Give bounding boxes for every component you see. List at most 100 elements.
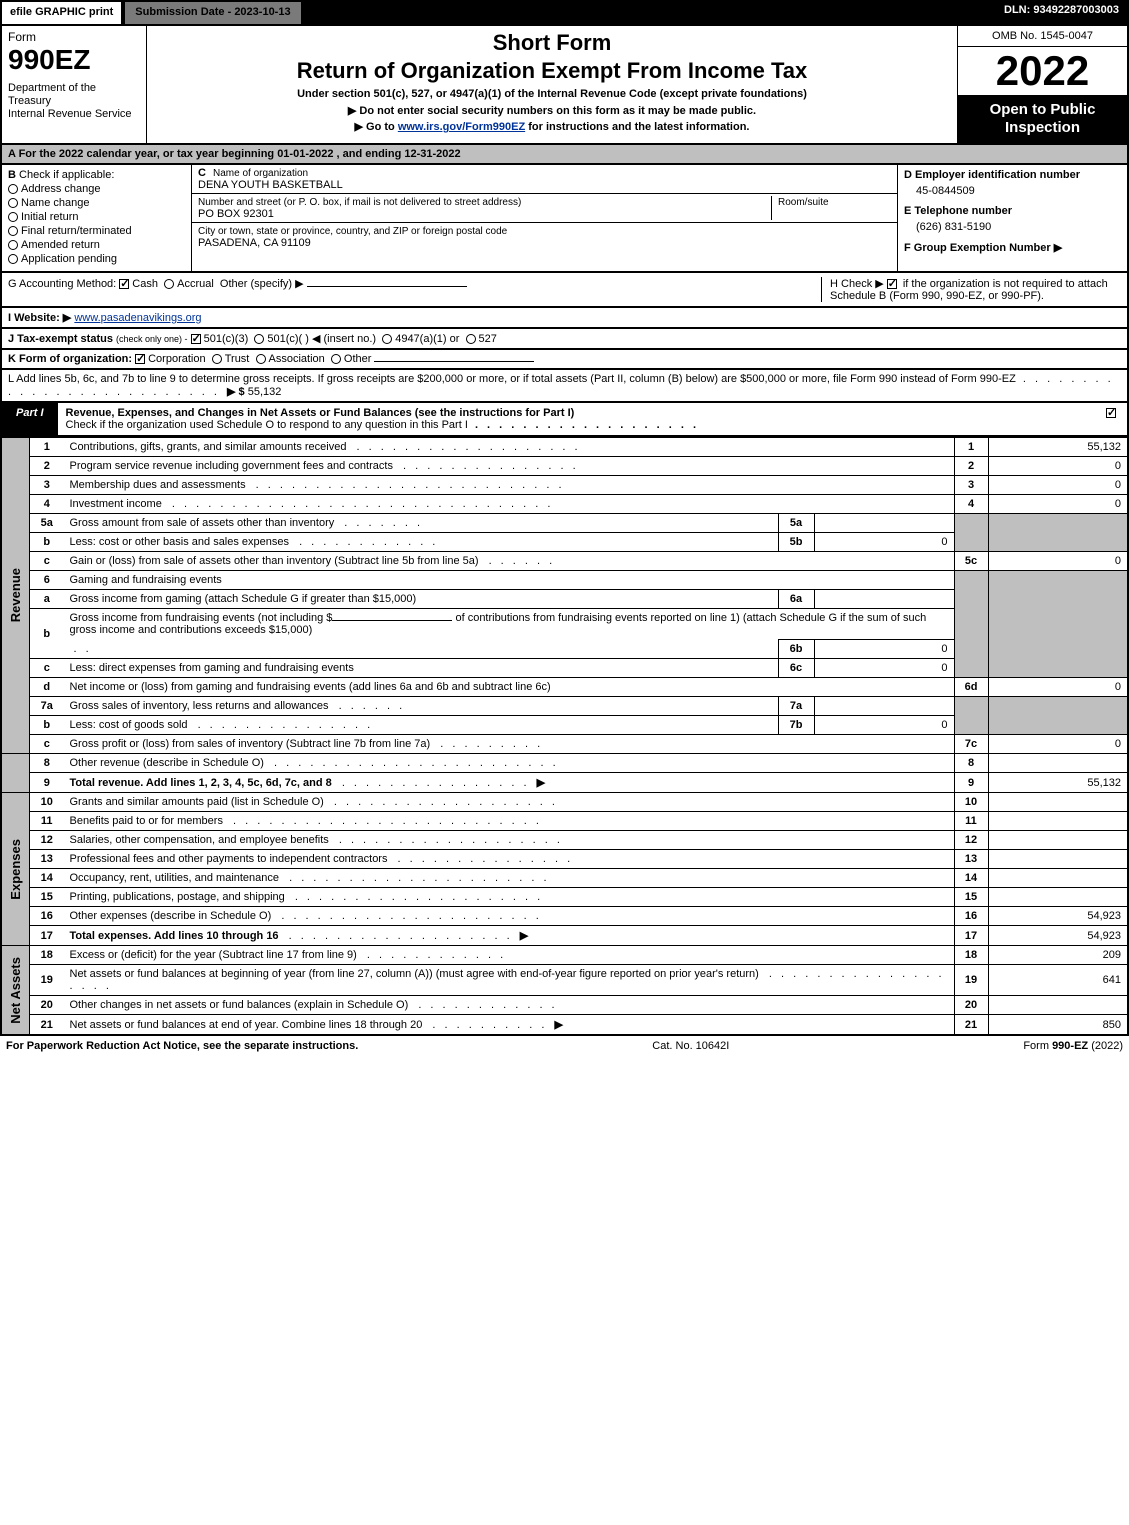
l13-desc: Professional fees and other payments to …	[70, 853, 388, 865]
l7b-num: b	[30, 716, 64, 735]
irs-link[interactable]: www.irs.gov/Form990EZ	[398, 121, 525, 133]
l6a-desc: Gross income from gaming (attach Schedul…	[70, 593, 417, 605]
l18-ln: 18	[954, 946, 988, 965]
chk-other-org[interactable]	[331, 354, 341, 364]
org-name: DENA YOUTH BASKETBALL	[198, 179, 343, 191]
l14-ln: 14	[954, 869, 988, 888]
info-block: B Check if applicable: Address change Na…	[0, 165, 1129, 273]
c-city-label: City or town, state or province, country…	[198, 226, 507, 237]
l6c-sn: 6c	[778, 659, 814, 678]
l20-desc: Other changes in net assets or fund bala…	[70, 999, 409, 1011]
row-i: I Website: ▶ www.pasadenavikings.org	[0, 308, 1129, 329]
form-header: Form 990EZ Department of the Treasury In…	[0, 26, 1129, 145]
chk-name-change[interactable]: Name change	[8, 197, 185, 209]
l11-num: 11	[30, 812, 64, 831]
revenue-sidelabel: Revenue	[8, 568, 23, 622]
l6d-desc: Net income or (loss) from gaming and fun…	[70, 681, 551, 693]
l10-ln: 10	[954, 793, 988, 812]
l19-ln: 19	[954, 965, 988, 996]
f-arrow: ▶	[1054, 242, 1062, 254]
l20-num: 20	[30, 996, 64, 1015]
l5c-num: c	[30, 552, 64, 571]
l6c-num: c	[30, 659, 64, 678]
l6b-sv: 0	[814, 640, 954, 659]
j-sub: (check only one) -	[116, 334, 188, 344]
l9-amt: 55,132	[988, 773, 1128, 793]
b-label: B	[8, 169, 16, 181]
l12-ln: 12	[954, 831, 988, 850]
chk-initial-return[interactable]: Initial return	[8, 211, 185, 223]
row-l: L Add lines 5b, 6c, and 7b to line 9 to …	[0, 370, 1129, 403]
chk-501c[interactable]	[254, 334, 264, 344]
chk-527[interactable]	[466, 334, 476, 344]
h-label: H	[830, 278, 838, 290]
c-name-label: Name of organization	[213, 168, 308, 179]
efile-print-button[interactable]: efile GRAPHIC print	[0, 0, 123, 26]
ssn-warning: ▶ Do not enter social security numbers o…	[155, 104, 949, 117]
tax-year: 2022	[958, 47, 1127, 95]
j-label: J Tax-exempt status	[8, 333, 113, 345]
l-text: L Add lines 5b, 6c, and 7b to line 9 to …	[8, 373, 1016, 385]
l8-amt	[988, 754, 1128, 773]
l15-amt	[988, 888, 1128, 907]
l12-num: 12	[30, 831, 64, 850]
chk-4947[interactable]	[382, 334, 392, 344]
l5c-desc: Gain or (loss) from sale of assets other…	[70, 555, 479, 567]
l6b-sn: 6b	[778, 640, 814, 659]
l17-ln: 17	[954, 926, 988, 946]
l3-ln: 3	[954, 476, 988, 495]
chk-assoc[interactable]	[256, 354, 266, 364]
chk-trust[interactable]	[212, 354, 222, 364]
l5b-sv: 0	[814, 533, 954, 552]
netassets-sidelabel: Net Assets	[8, 957, 23, 1024]
c-addr-label: Number and street (or P. O. box, if mail…	[198, 197, 521, 208]
l21-ln: 21	[954, 1015, 988, 1036]
cash-label: Cash	[132, 278, 158, 290]
chk-schedule-o[interactable]	[1106, 408, 1116, 418]
l2-amt: 0	[988, 457, 1128, 476]
form-subtitle: Under section 501(c), 527, or 4947(a)(1)…	[155, 88, 949, 100]
l4-amt: 0	[988, 495, 1128, 514]
l-arrow: ▶ $	[227, 386, 245, 398]
chk-cash[interactable]	[119, 279, 129, 289]
i-label: I Website: ▶	[8, 312, 71, 324]
l5b-desc: Less: cost or other basis and sales expe…	[70, 536, 290, 548]
dln: DLN: 93492287003003	[994, 0, 1129, 26]
form-number: 990EZ	[8, 44, 140, 76]
chk-501c3[interactable]	[191, 334, 201, 344]
footer-right-form: 990-EZ	[1052, 1040, 1088, 1052]
omb-number: OMB No. 1545-0047	[958, 26, 1127, 47]
l17-amt: 54,923	[988, 926, 1128, 946]
l10-num: 10	[30, 793, 64, 812]
opt-corp: Corporation	[148, 353, 205, 365]
l14-num: 14	[30, 869, 64, 888]
chk-final-return[interactable]: Final return/terminated	[8, 225, 185, 237]
chk-application-pending[interactable]: Application pending	[8, 253, 185, 265]
l17-num: 17	[30, 926, 64, 946]
chk-corporation[interactable]	[135, 354, 145, 364]
l6-num: 6	[30, 571, 64, 590]
website-link[interactable]: www.pasadenavikings.org	[74, 312, 201, 324]
l6d-amt: 0	[988, 678, 1128, 697]
section-def: D Employer identification number 45-0844…	[897, 165, 1127, 271]
l7b-sn: 7b	[778, 716, 814, 735]
topbar: efile GRAPHIC print Submission Date - 20…	[0, 0, 1129, 26]
l7c-desc: Gross profit or (loss) from sales of inv…	[70, 738, 431, 750]
l6a-num: a	[30, 590, 64, 609]
chk-accrual[interactable]	[164, 279, 174, 289]
l7b-sv: 0	[814, 716, 954, 735]
l2-desc: Program service revenue including govern…	[70, 460, 393, 472]
chk-schedule-b[interactable]	[887, 279, 897, 289]
opt-527: 527	[479, 333, 497, 345]
section-b: B Check if applicable: Address change Na…	[2, 165, 192, 271]
l8-ln: 8	[954, 754, 988, 773]
l7a-desc: Gross sales of inventory, less returns a…	[70, 700, 329, 712]
ein: 45-0844509	[916, 185, 1121, 197]
l21-desc: Net assets or fund balances at end of ye…	[70, 1019, 423, 1031]
l6c-sv: 0	[814, 659, 954, 678]
l4-ln: 4	[954, 495, 988, 514]
chk-amended-return[interactable]: Amended return	[8, 239, 185, 251]
l6d-ln: 6d	[954, 678, 988, 697]
l3-desc: Membership dues and assessments	[70, 479, 246, 491]
chk-address-change[interactable]: Address change	[8, 183, 185, 195]
